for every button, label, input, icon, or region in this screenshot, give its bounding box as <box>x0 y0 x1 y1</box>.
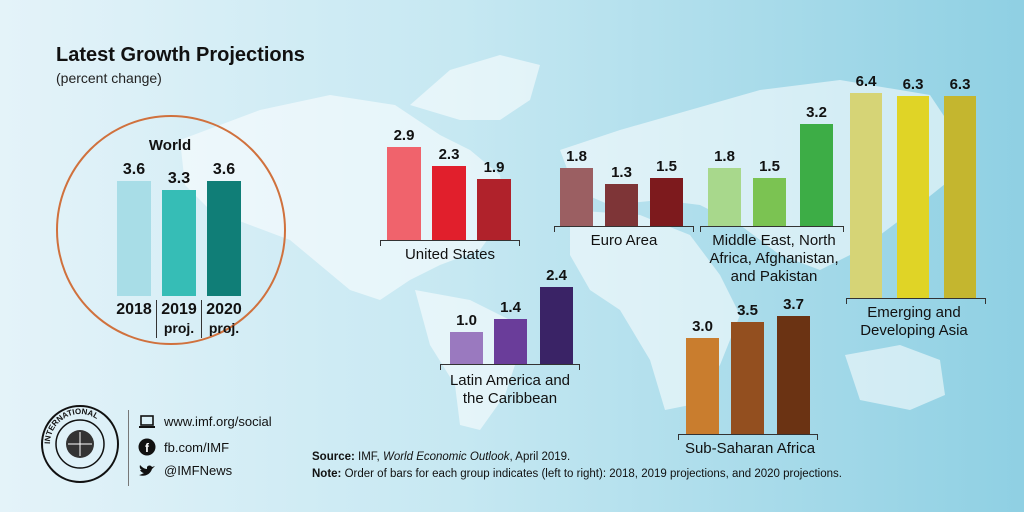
group-baseline-bracket <box>440 364 580 370</box>
world-category-label: 2020 proj. <box>206 301 242 336</box>
logo-divider <box>128 410 129 486</box>
bar <box>777 315 810 434</box>
svg-text:f: f <box>145 441 150 455</box>
bar <box>540 287 573 364</box>
bar-value-label: 6.3 <box>902 76 924 94</box>
bar <box>477 179 511 240</box>
bar <box>708 168 741 226</box>
bar-value-label: 1.5 <box>656 158 677 175</box>
note-line: Note: Order of bars for each group indic… <box>312 468 842 480</box>
world-group-title: World <box>148 137 192 154</box>
group-baseline-bracket <box>700 226 844 232</box>
group-label-united-states: United States <box>404 246 496 263</box>
twitter-icon <box>139 465 155 476</box>
world-category-label: 2019 proj. <box>161 301 197 336</box>
bar-value-label: 2.9 <box>393 127 415 145</box>
world-category-separator <box>201 300 202 338</box>
bar <box>494 319 527 364</box>
bar-value-label: 1.8 <box>714 148 735 166</box>
bar <box>207 180 241 296</box>
bar <box>897 96 929 298</box>
group-label-mena-ap: Middle East, North Africa, Afghanistan, an… <box>709 232 839 285</box>
bar <box>850 93 882 298</box>
bar <box>731 322 764 434</box>
bar-value-label: 2.4 <box>546 267 567 285</box>
group-label-euro-area: Euro Area <box>590 232 658 249</box>
bar-value-label: 3.6 <box>212 160 236 178</box>
group-baseline-bracket <box>846 298 986 304</box>
bar-value-label: 3.2 <box>806 103 827 121</box>
social-web-link[interactable]: www.imf.org/social <box>164 414 272 429</box>
bar-value-label: 1.4 <box>500 299 521 317</box>
bar <box>753 178 786 226</box>
imf-seal-logo: INTERNATIONAL <box>41 405 119 483</box>
bar-value-label: 1.5 <box>759 158 780 175</box>
bar <box>605 184 638 226</box>
bar-value-label: 6.3 <box>949 76 971 94</box>
bar <box>560 168 593 226</box>
group-baseline-bracket <box>554 226 694 232</box>
bar <box>686 338 719 434</box>
bar <box>432 166 466 240</box>
bar-value-label: 1.8 <box>566 148 587 166</box>
bar <box>800 123 833 226</box>
facebook-icon: f <box>138 438 156 456</box>
bar-value-label: 3.6 <box>122 160 146 178</box>
bar-value-label: 2.3 <box>438 146 460 164</box>
page-title: Latest Growth Projections <box>56 44 305 66</box>
page-subtitle: (percent change) <box>56 70 162 86</box>
bar <box>450 332 483 364</box>
world-category-label: 2018 <box>116 301 152 318</box>
group-label-emerging-asia: Emerging and Developing Asia <box>860 304 968 339</box>
bar-value-label: 6.4 <box>855 73 877 91</box>
bar-value-label: 1.3 <box>611 164 632 182</box>
bar <box>650 178 683 226</box>
bar <box>162 190 196 296</box>
bar <box>944 96 976 298</box>
social-twitter-link[interactable]: @IMFNews <box>164 463 233 478</box>
bar-value-label: 1.9 <box>483 159 505 177</box>
bar-value-label: 3.3 <box>167 170 191 188</box>
source-line: Source: IMF, World Economic Outlook, Apr… <box>312 451 571 463</box>
group-label-sub-saharan-africa: Sub-Saharan Africa <box>684 440 816 457</box>
group-label-latin-america: Latin America and the Caribbean <box>449 372 571 407</box>
bar-value-label: 3.0 <box>692 318 713 335</box>
social-facebook-link[interactable]: fb.com/IMF <box>164 440 230 455</box>
footnote: Source: IMF, World Economic Outlook, Apr… <box>312 449 842 483</box>
laptop-icon <box>139 415 155 428</box>
bar <box>117 180 151 296</box>
world-category-separator <box>156 300 157 338</box>
world-highlight-circle <box>56 115 286 345</box>
bar <box>387 147 421 240</box>
group-baseline-bracket <box>380 240 520 246</box>
bar-value-label: 3.7 <box>783 295 804 313</box>
group-baseline-bracket <box>678 434 818 440</box>
bar-value-label: 1.0 <box>456 312 477 329</box>
bar-value-label: 3.5 <box>737 302 758 319</box>
